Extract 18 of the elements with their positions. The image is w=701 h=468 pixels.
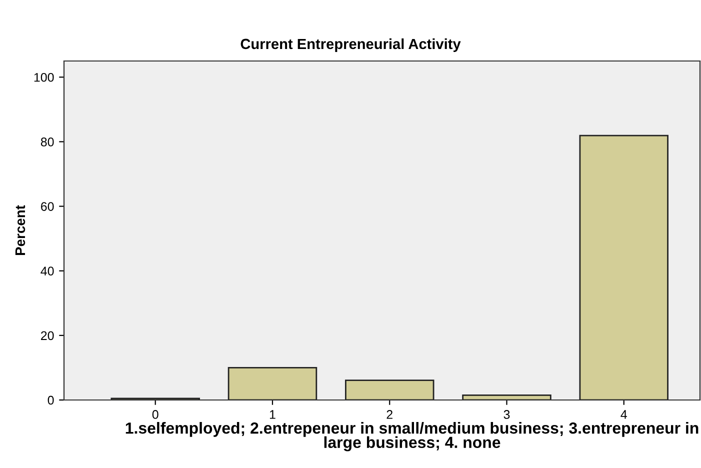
bar [228, 367, 318, 400]
y-axis-title: Percent [15, 205, 26, 256]
y-tick-label: 100 [34, 72, 54, 82]
y-tick-label: 60 [41, 202, 54, 211]
y-tick-label: 0 [48, 396, 54, 405]
bar [462, 394, 552, 400]
x-tick-label: 0 [152, 410, 158, 419]
x-tick-label: 3 [504, 410, 510, 419]
x-tick-label: 2 [386, 410, 392, 419]
bar [579, 134, 668, 400]
chart-title: Current Entrepreneurial Activity [240, 38, 461, 52]
x-tick-label: 4 [620, 410, 627, 419]
y-tick-label: 20 [41, 331, 54, 340]
x-tick-label: 1 [270, 410, 276, 419]
y-tick-label: 40 [40, 266, 54, 276]
bar [344, 380, 434, 400]
y-tick-label: 80 [40, 138, 54, 146]
x-axis-title: 1.selfemployed; 2.entrepeneur in small/medium business; 3.entrepreneur in large business; 4. none [126, 422, 698, 452]
